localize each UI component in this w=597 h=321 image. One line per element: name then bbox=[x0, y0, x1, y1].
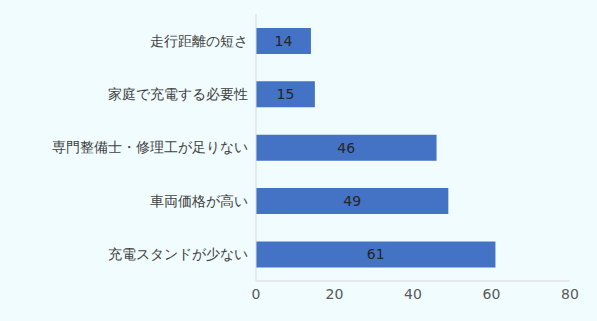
svg-text:49: 49 bbox=[343, 193, 361, 209]
svg-text:80: 80 bbox=[561, 286, 579, 302]
svg-text:専門整備士・修理工が足りない: 専門整備士・修理工が足りない bbox=[52, 139, 248, 155]
svg-text:61: 61 bbox=[367, 246, 385, 262]
svg-text:走行距離の短さ: 走行距離の短さ bbox=[150, 33, 248, 49]
svg-text:車両価格が高い: 車両価格が高い bbox=[150, 193, 248, 209]
svg-text:40: 40 bbox=[404, 286, 422, 302]
svg-text:46: 46 bbox=[337, 140, 355, 156]
svg-text:0: 0 bbox=[252, 286, 261, 302]
svg-text:60: 60 bbox=[483, 286, 501, 302]
svg-text:充電スタンドが少ない: 充電スタンドが少ない bbox=[108, 246, 248, 262]
svg-text:20: 20 bbox=[326, 286, 344, 302]
svg-text:家庭で充電する必要性: 家庭で充電する必要性 bbox=[108, 86, 248, 102]
svg-text:15: 15 bbox=[277, 86, 295, 102]
svg-text:14: 14 bbox=[275, 33, 293, 49]
